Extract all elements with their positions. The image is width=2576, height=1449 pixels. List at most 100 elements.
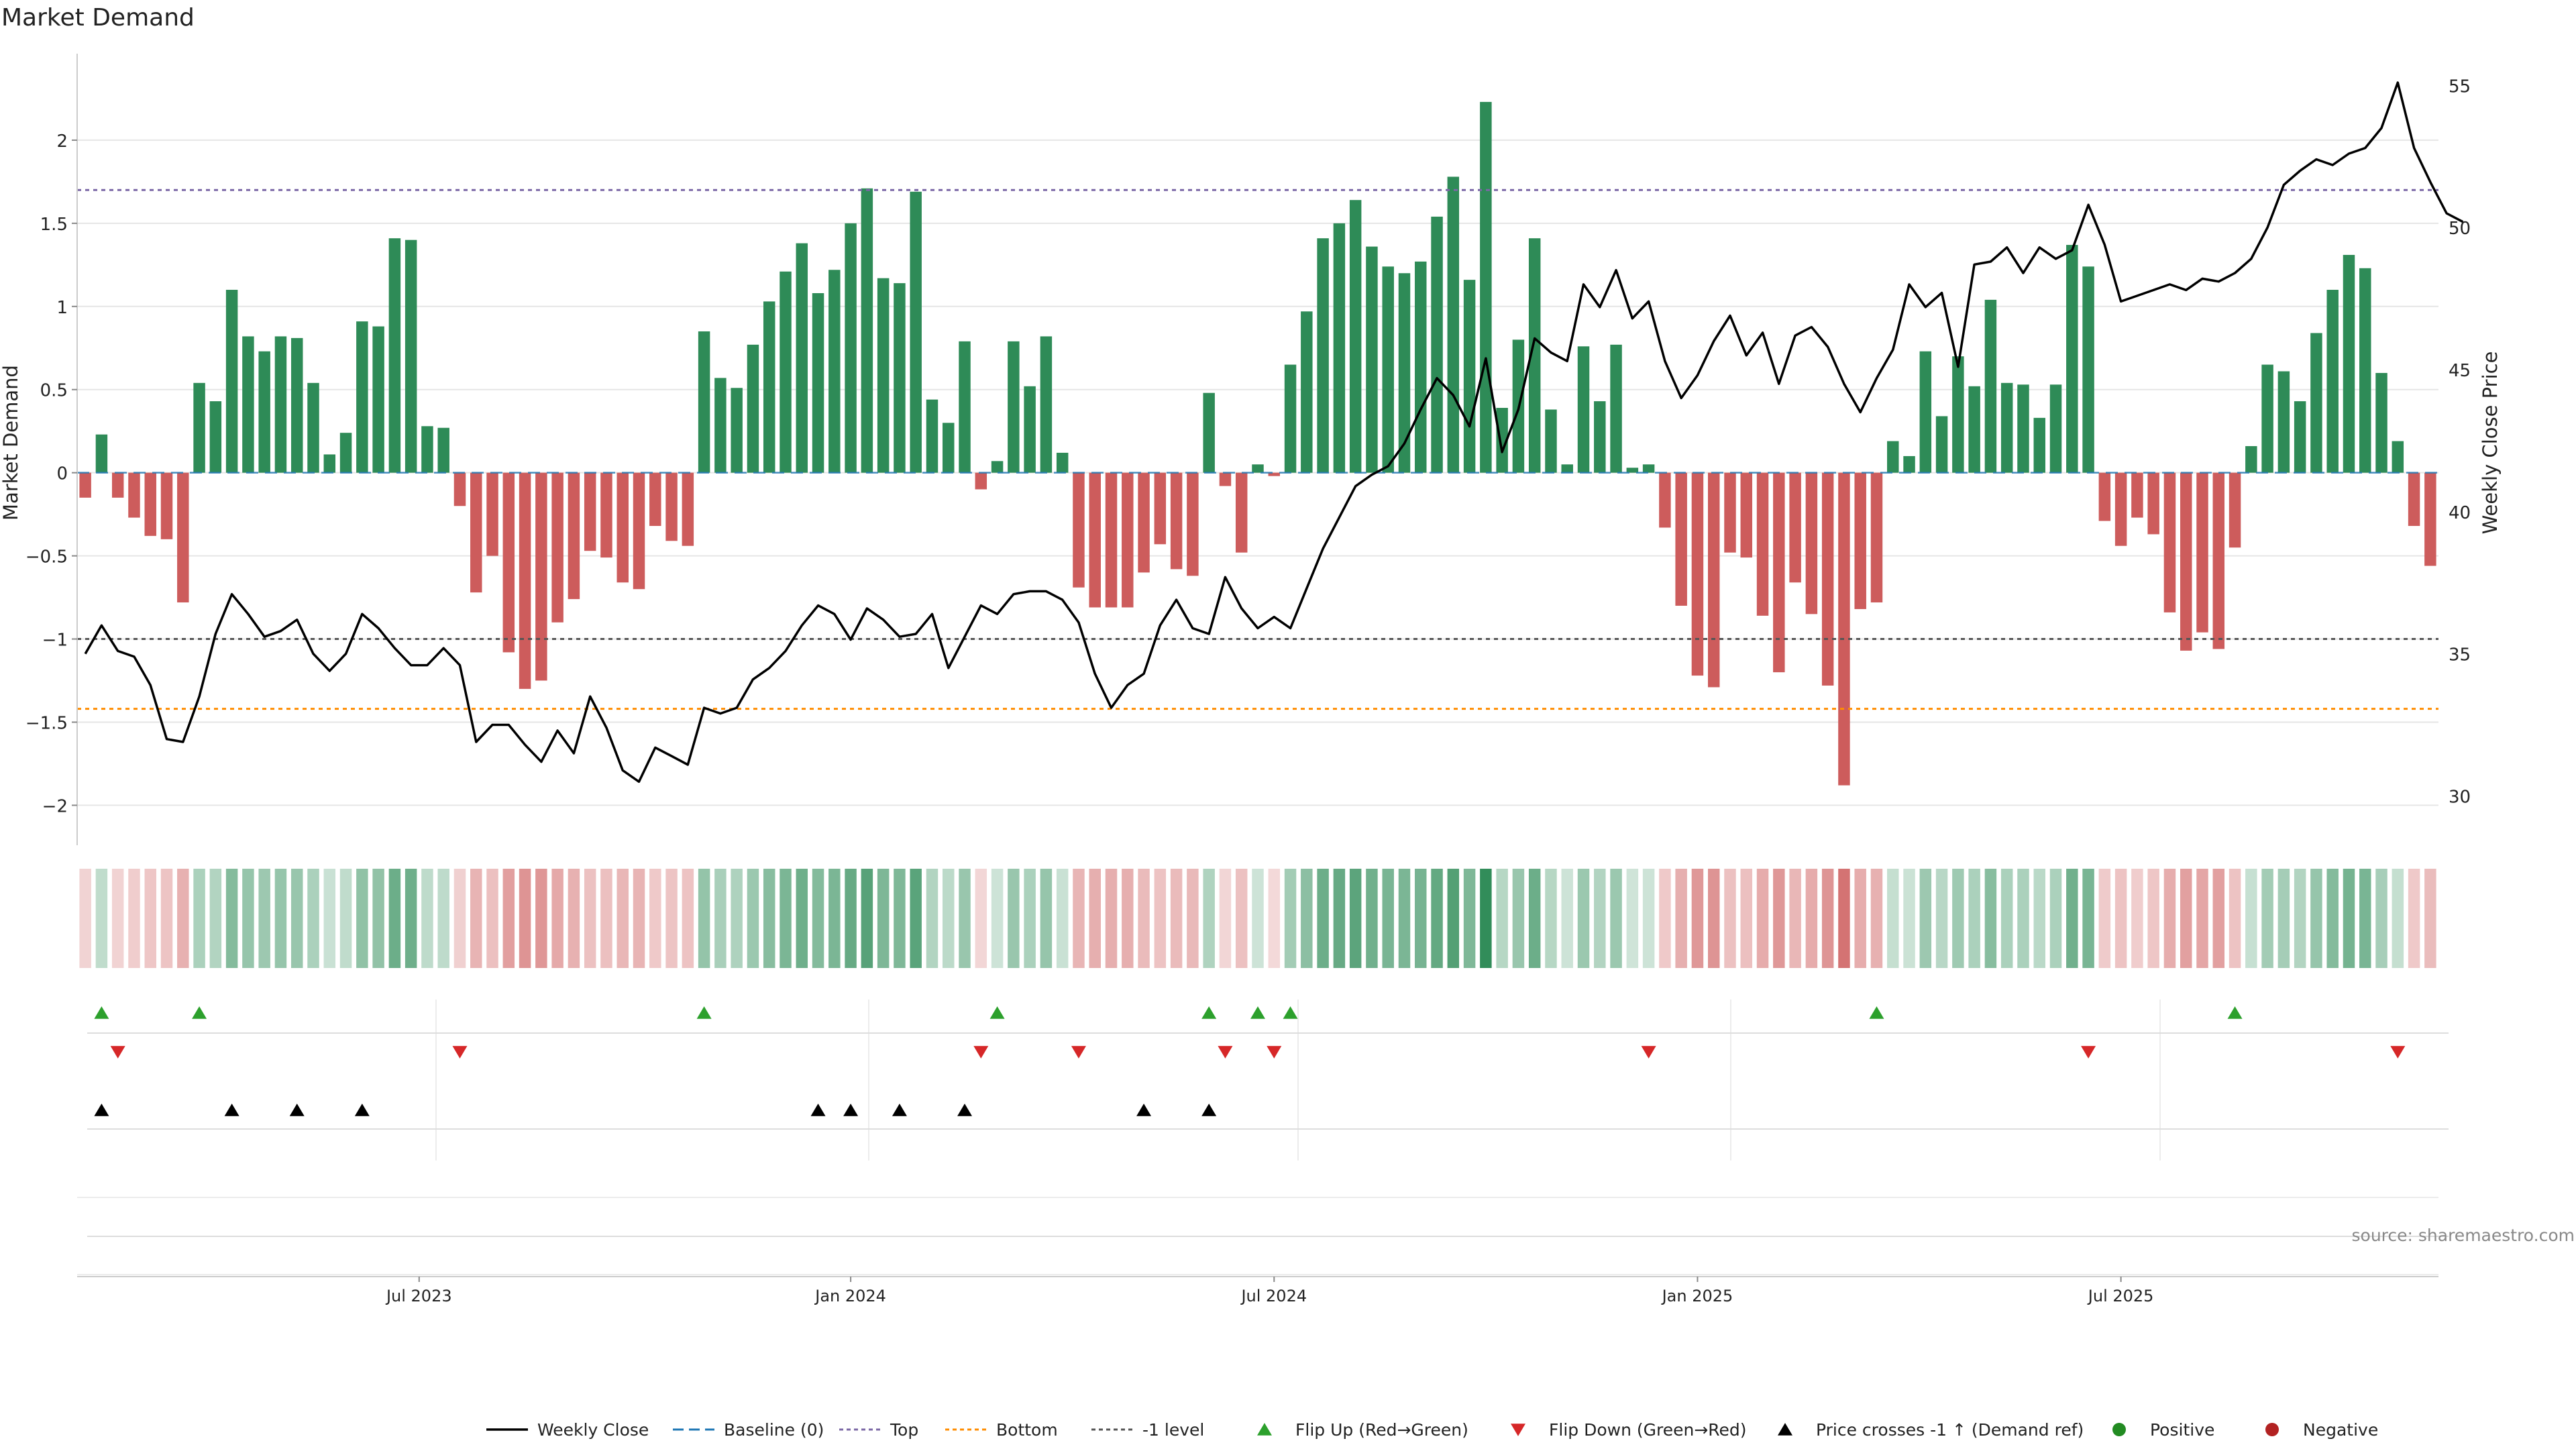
legend-swatch — [1511, 1424, 1525, 1436]
demand-bar — [2163, 472, 2176, 612]
heat-cell — [2326, 869, 2339, 968]
heat-cell — [877, 869, 890, 968]
demand-bar — [535, 472, 547, 681]
y-tick-label-right: 40 — [2449, 503, 2471, 523]
heat-cell — [421, 869, 433, 968]
demand-bar — [1724, 472, 1736, 553]
heat-cell — [2196, 869, 2208, 968]
price-cross-marker — [843, 1104, 859, 1116]
y-tick-label-right: 50 — [2449, 219, 2471, 239]
heat-cell — [242, 869, 254, 968]
legend-label: Price crosses -1 ↑ (Demand ref) — [1816, 1420, 2084, 1440]
heat-cell — [1431, 869, 1443, 968]
heat-cell — [1366, 869, 1378, 968]
heat-cell — [1089, 869, 1101, 968]
demand-bar — [1105, 472, 1118, 608]
demand-bar — [2098, 472, 2111, 521]
demand-bar — [1577, 346, 1590, 473]
demand-bar — [2277, 371, 2290, 473]
heat-cell — [2163, 869, 2176, 968]
demand-bar — [2343, 254, 2355, 473]
demand-bar — [1968, 386, 1980, 473]
heat-cell — [1984, 869, 1997, 968]
heat-cell — [1512, 869, 1525, 968]
demand-heat-strip — [79, 869, 2436, 968]
heat-cell — [1935, 869, 1948, 968]
demand-bar — [421, 426, 433, 473]
heat-cell — [1154, 869, 1167, 968]
demand-bars — [79, 101, 2436, 786]
demand-bar — [1480, 101, 1492, 473]
heat-cell — [1887, 869, 1899, 968]
price-cross-marker — [94, 1104, 109, 1116]
heat-cell — [1073, 869, 1085, 968]
demand-bar — [1854, 472, 1866, 609]
heat-cell — [79, 869, 91, 968]
heat-cell — [209, 869, 222, 968]
demand-bar — [1984, 299, 1997, 473]
heat-cell — [2245, 869, 2257, 968]
flip-down-marker — [452, 1046, 468, 1059]
heat-cell — [1626, 869, 1639, 968]
flip-down-marker — [110, 1046, 125, 1059]
demand-bar — [1024, 386, 1036, 473]
demand-bar — [1170, 472, 1183, 570]
heat-cell — [1024, 869, 1036, 968]
flip-up-marker — [94, 1006, 109, 1019]
demand-bar — [1610, 344, 1622, 473]
heat-cell — [128, 869, 140, 968]
demand-bar — [1773, 472, 1785, 673]
demand-bar — [975, 472, 987, 490]
demand-bar — [943, 423, 955, 473]
heat-cell — [1545, 869, 1557, 968]
heat-cell — [290, 869, 303, 968]
heat-cell — [1854, 869, 1866, 968]
legend-label: Negative — [2303, 1420, 2378, 1440]
y-tick-label-right: 45 — [2449, 361, 2471, 381]
demand-bar — [1659, 472, 1671, 528]
demand-bar — [1333, 223, 1346, 473]
demand-bar — [2424, 472, 2436, 566]
heat-cell — [1349, 869, 1362, 968]
heat-cell — [519, 869, 531, 968]
weekly-close-line — [84, 81, 2464, 784]
demand-bar — [274, 336, 287, 473]
flip-up-marker — [1869, 1006, 1884, 1019]
demand-bar — [242, 336, 254, 473]
legend-item-positive: Positive — [2112, 1420, 2214, 1440]
heat-cell — [600, 869, 612, 968]
heat-cell — [1008, 869, 1020, 968]
demand-bar — [665, 472, 678, 541]
demand-bar — [2000, 382, 2013, 473]
demand-bar — [1301, 311, 1313, 473]
demand-bar — [828, 270, 841, 473]
reference-lines — [77, 189, 2438, 710]
heat-cell — [796, 869, 808, 968]
heat-cell — [1724, 869, 1736, 968]
demand-bar — [405, 239, 417, 473]
heat-cell — [2033, 869, 2045, 968]
legend-swatch — [2265, 1423, 2279, 1436]
heat-cell — [2082, 869, 2094, 968]
y-axis-right-label: Weekly Close Price — [2479, 352, 2502, 535]
heat-cell — [1675, 869, 1687, 968]
legend-item-flip-down: Flip Down (Green→Red) — [1511, 1420, 1747, 1440]
heat-cell — [1447, 869, 1460, 968]
heat-cell — [2359, 869, 2371, 968]
demand-bar — [1122, 472, 1134, 608]
demand-bar — [633, 472, 645, 590]
demand-bar — [1398, 273, 1411, 473]
heat-cell — [1056, 869, 1069, 968]
demand-bar — [2310, 333, 2322, 473]
heat-cell — [1463, 869, 1476, 968]
price-cross-marker — [289, 1104, 305, 1116]
heat-cell — [649, 869, 661, 968]
flip-down-marker — [1267, 1046, 1282, 1059]
demand-bar — [861, 188, 873, 473]
heat-cell — [975, 869, 987, 968]
heat-cell — [274, 869, 287, 968]
demand-bar — [2131, 472, 2143, 518]
heat-cell — [2098, 869, 2111, 968]
demand-bar — [2392, 441, 2404, 473]
x-tick-label: Jul 2025 — [2087, 1287, 2154, 1305]
